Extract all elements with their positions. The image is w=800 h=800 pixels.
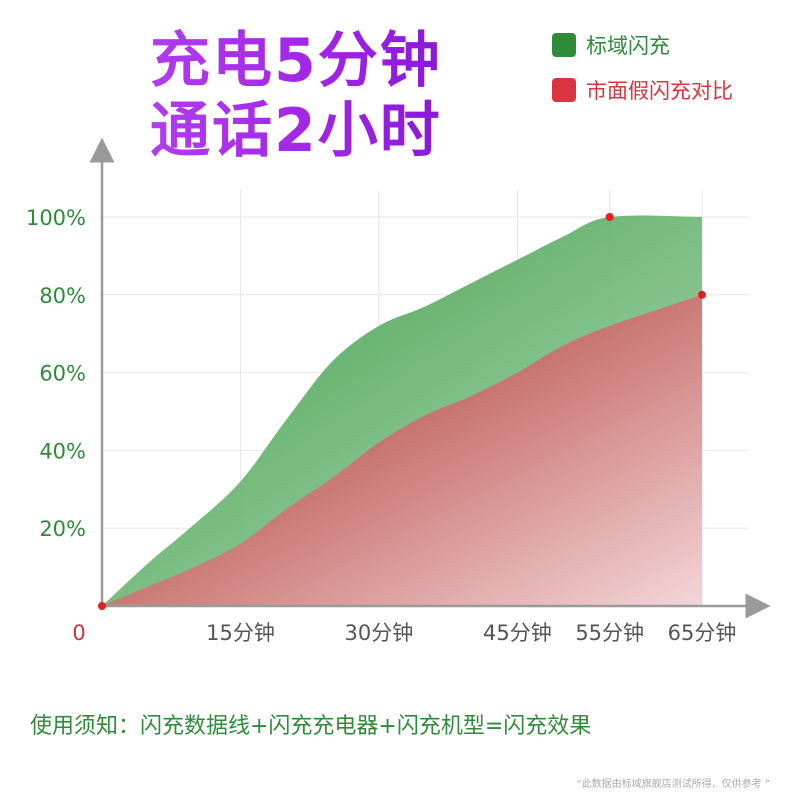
x-tick-label-30: 30分钟 bbox=[345, 621, 414, 645]
series-marker-0 bbox=[605, 213, 614, 221]
legend-item-compare: 市面假闪充对比 bbox=[552, 75, 733, 105]
x-tick-label-15: 15分钟 bbox=[206, 621, 275, 645]
legend: 标域闪充 市面假闪充对比 bbox=[552, 30, 733, 120]
usage-note: 使用须知：闪充数据线+闪充充电器+闪充机型=闪充效果 bbox=[30, 714, 592, 739]
origin-label: 0 bbox=[72, 621, 85, 645]
legend-swatch-compare bbox=[552, 78, 576, 102]
series-area-1 bbox=[102, 294, 702, 606]
y-tick-label-100: 100% bbox=[26, 206, 86, 230]
x-tick-label-65: 65分钟 bbox=[668, 621, 737, 645]
legend-label-compare: 市面假闪充对比 bbox=[586, 79, 733, 103]
series-marker-1 bbox=[698, 290, 706, 299]
y-tick-label-20: 20% bbox=[39, 517, 86, 541]
x-tick-label-45: 45分钟 bbox=[483, 621, 552, 645]
chart-markers bbox=[98, 213, 706, 610]
legend-item-brand: 标域闪充 bbox=[552, 30, 733, 60]
origin-marker bbox=[98, 602, 106, 610]
chart-axes bbox=[89, 137, 771, 619]
x-tick-label-55: 55分钟 bbox=[575, 621, 644, 645]
legend-swatch-brand bbox=[552, 33, 576, 57]
y-tick-label-80: 80% bbox=[39, 284, 86, 308]
y-tick-label-40: 40% bbox=[39, 439, 86, 463]
chart-areas bbox=[102, 215, 702, 606]
chart-tick-labels: 20% 40% 60% 80% 100% 15分钟 30分钟 45分钟 55分钟 65分钟 0 bbox=[26, 206, 736, 645]
data-source-note: “此数据由标域旗舰店测试所得，仅供参考 ” bbox=[576, 779, 770, 790]
y-tick-label-60: 60% bbox=[39, 362, 86, 386]
legend-label-brand: 标域闪充 bbox=[586, 34, 670, 58]
